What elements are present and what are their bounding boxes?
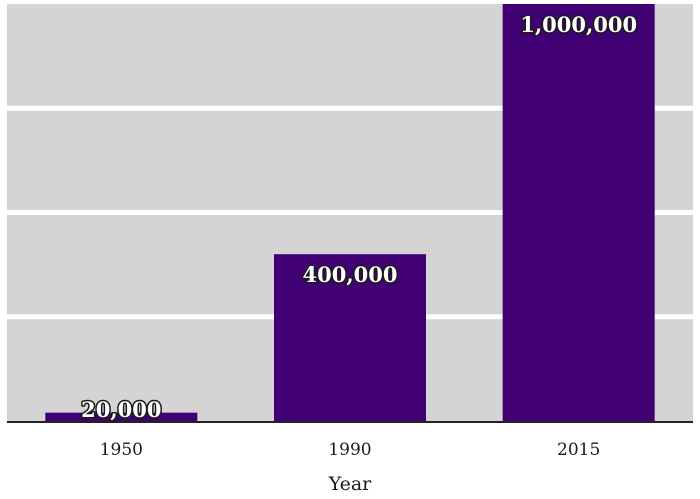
- bar-1950: [45, 412, 198, 421]
- x-axis-title: Year: [328, 473, 372, 495]
- data-label-1950: 20,000: [81, 397, 161, 422]
- bar-1990: [274, 254, 426, 421]
- x-tick-labels: 1950 1990 2015: [100, 440, 601, 460]
- data-label-1990: 400,000: [303, 262, 398, 287]
- data-labels: 20,000 400,000 1,000,000: [80, 11, 639, 424]
- bars: [45, 4, 655, 421]
- x-tick-label-1950: 1950: [100, 440, 143, 460]
- bar-2015: [502, 4, 655, 421]
- x-tick-label-2015: 2015: [557, 440, 600, 460]
- data-label-2015: 1,000,000: [520, 12, 637, 37]
- x-tick-label-1990: 1990: [328, 440, 371, 460]
